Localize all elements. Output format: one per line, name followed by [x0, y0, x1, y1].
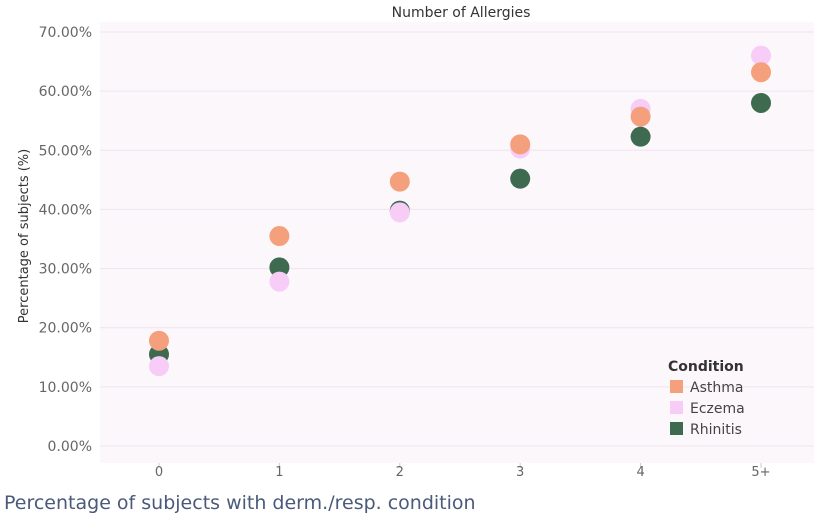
plot-area — [100, 22, 814, 463]
y-tick-label: 40.00% — [39, 202, 92, 218]
legend-swatch-eczema — [670, 401, 683, 414]
point-rhinitis — [630, 126, 651, 147]
y-tick-label: 50.00% — [39, 143, 92, 159]
point-eczema — [751, 45, 771, 66]
x-tick-label: 5+ — [751, 465, 770, 480]
y-tick-label: 10.00% — [39, 380, 92, 396]
y-tick-label: 70.00% — [39, 25, 92, 41]
point-asthma — [269, 226, 290, 247]
point-eczema — [389, 202, 410, 223]
x-tick-label: 4 — [636, 465, 644, 480]
point-asthma — [751, 62, 771, 83]
point-eczema — [269, 271, 290, 292]
point-asthma — [510, 134, 531, 155]
legend-swatch-rhinitis — [670, 422, 683, 435]
legend-title: Condition — [668, 359, 744, 375]
legend-label-rhinitis: Rhinitis — [690, 422, 742, 438]
x-tick-label: 1 — [275, 465, 283, 480]
x-tick-label: 3 — [516, 465, 524, 480]
y-tick-label: 20.00% — [39, 321, 92, 337]
legend-label-asthma: Asthma — [690, 380, 743, 396]
y-axis-label: Percentage of subjects (%) — [17, 149, 32, 323]
y-tick-label: 30.00% — [39, 262, 92, 278]
y-tick-label: 60.00% — [39, 84, 92, 100]
point-asthma — [389, 171, 410, 192]
point-eczema — [149, 356, 169, 377]
chart-title: Number of Allergies — [392, 5, 531, 21]
point-asthma — [630, 106, 651, 127]
point-rhinitis — [510, 168, 531, 189]
y-tick-label: 0.00% — [48, 439, 92, 455]
x-tick-label: 0 — [155, 465, 163, 480]
chart-caption: Percentage of subjects with derm./resp. … — [4, 492, 476, 514]
point-rhinitis — [269, 257, 290, 278]
legend-label-eczema: Eczema — [690, 401, 745, 417]
chart-svg: Number of Allergies 0.00% 10.00% 20.00% 30.0… — [17, 5, 814, 480]
point-rhinitis — [751, 92, 771, 113]
legend-swatch-asthma — [670, 380, 683, 393]
point-asthma — [149, 330, 169, 351]
x-tick-label: 2 — [396, 465, 404, 480]
